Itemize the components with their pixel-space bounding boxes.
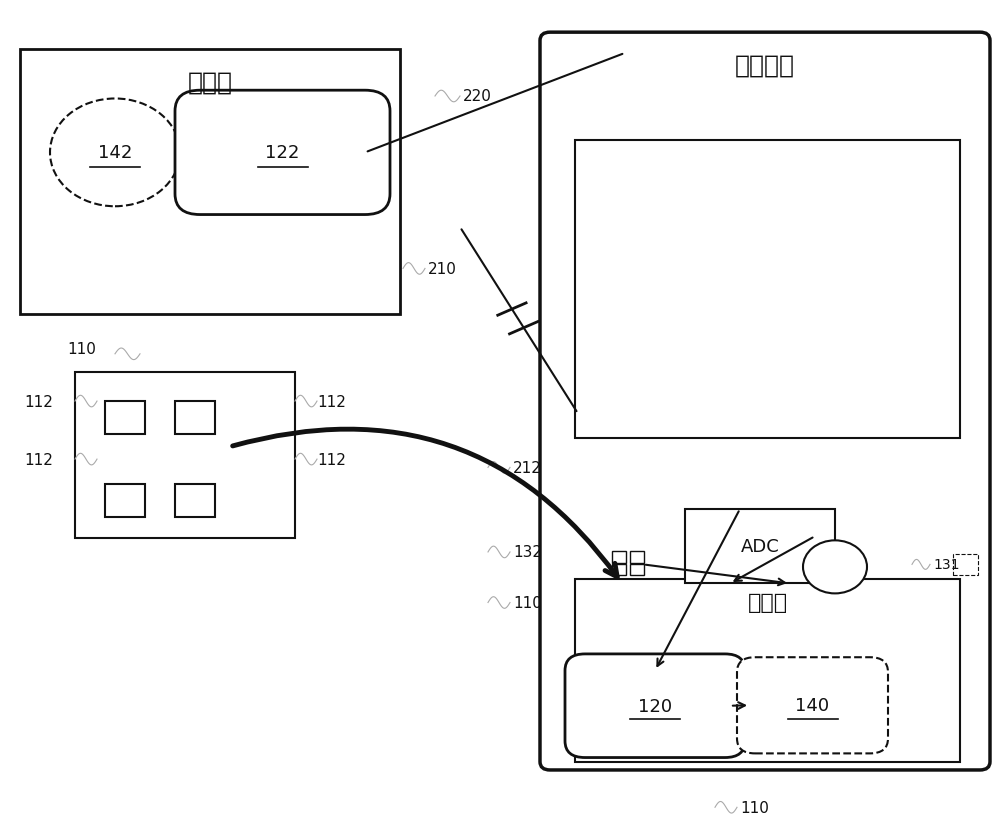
FancyBboxPatch shape xyxy=(105,402,145,435)
Text: 110: 110 xyxy=(740,800,769,815)
Text: 132: 132 xyxy=(513,545,542,560)
Text: 220: 220 xyxy=(463,89,492,104)
Text: 110: 110 xyxy=(67,342,96,357)
FancyBboxPatch shape xyxy=(175,484,215,518)
Text: 112: 112 xyxy=(24,394,53,409)
FancyBboxPatch shape xyxy=(630,564,644,575)
Circle shape xyxy=(803,541,867,594)
Text: 142: 142 xyxy=(98,144,132,162)
Text: 212: 212 xyxy=(513,460,542,475)
FancyBboxPatch shape xyxy=(685,509,835,584)
Text: 210: 210 xyxy=(428,262,457,277)
FancyBboxPatch shape xyxy=(575,580,960,762)
FancyBboxPatch shape xyxy=(540,33,990,770)
Text: 112: 112 xyxy=(24,452,53,467)
FancyBboxPatch shape xyxy=(737,657,888,753)
FancyBboxPatch shape xyxy=(612,564,626,575)
FancyBboxPatch shape xyxy=(175,91,390,215)
FancyBboxPatch shape xyxy=(565,654,745,758)
Text: 智能手机: 智能手机 xyxy=(735,54,795,78)
FancyBboxPatch shape xyxy=(75,373,295,538)
Text: 处理器: 处理器 xyxy=(747,592,788,612)
Text: 120: 120 xyxy=(638,697,672,715)
Text: ADC: ADC xyxy=(741,537,779,556)
Text: 140: 140 xyxy=(795,696,830,715)
Text: 122: 122 xyxy=(265,144,300,162)
Text: 服务器: 服务器 xyxy=(188,70,232,94)
FancyBboxPatch shape xyxy=(612,551,626,563)
FancyBboxPatch shape xyxy=(175,402,215,435)
FancyBboxPatch shape xyxy=(20,50,400,315)
Text: 112: 112 xyxy=(317,452,346,467)
FancyBboxPatch shape xyxy=(953,555,978,575)
Text: 131: 131 xyxy=(933,558,960,571)
FancyBboxPatch shape xyxy=(105,484,145,518)
Text: 110: 110 xyxy=(513,595,542,610)
Circle shape xyxy=(50,99,180,207)
Text: 112: 112 xyxy=(317,394,346,409)
FancyBboxPatch shape xyxy=(630,551,644,563)
FancyBboxPatch shape xyxy=(575,141,960,439)
